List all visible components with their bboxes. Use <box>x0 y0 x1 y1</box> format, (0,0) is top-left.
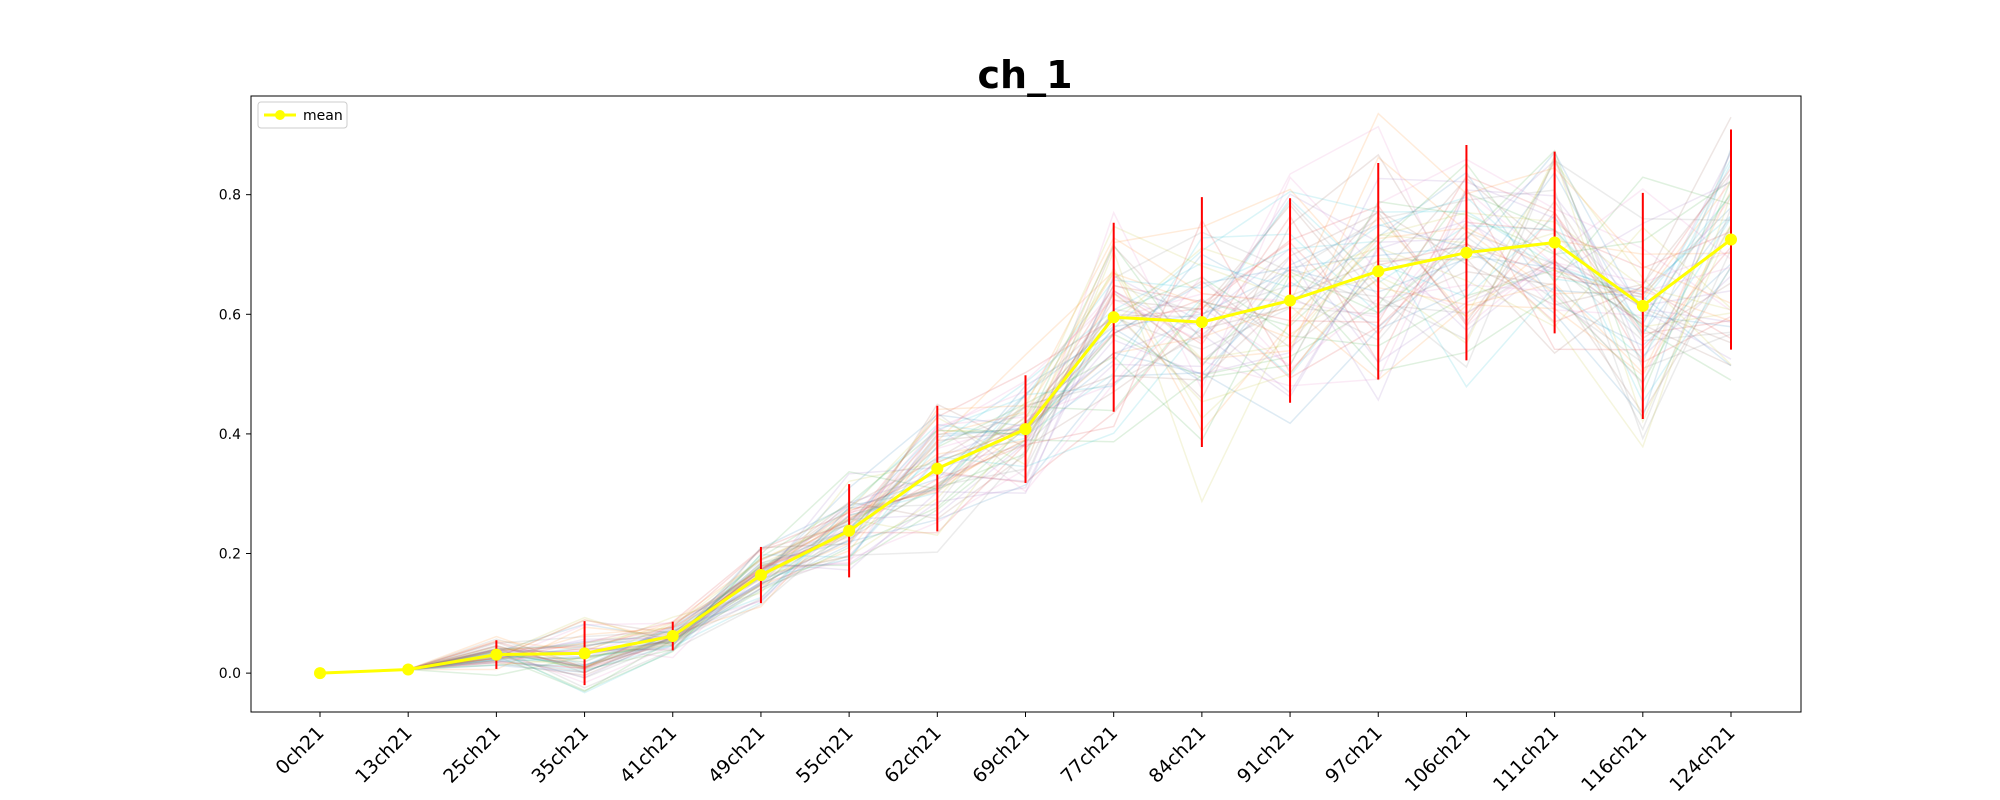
x-tick-label: 116ch21 <box>1577 722 1651 796</box>
background-trace <box>319 152 1732 674</box>
mean-point <box>666 630 679 643</box>
mean-point <box>1636 299 1649 312</box>
x-tick-label: 62ch21 <box>880 722 946 788</box>
x-tick-label: 35ch21 <box>527 722 593 788</box>
mean-point <box>931 462 944 475</box>
mean-series <box>314 233 1737 680</box>
mean-point <box>1019 423 1032 436</box>
background-trace <box>319 159 1732 679</box>
y-tick-label: 0.8 <box>219 188 241 204</box>
mean-point <box>402 663 415 676</box>
legend: mean <box>257 101 348 129</box>
x-tick-label: 91ch21 <box>1233 722 1299 788</box>
mean-point <box>490 648 503 661</box>
x-tick-label: 111ch21 <box>1489 722 1563 796</box>
x-tick-label: 25ch21 <box>439 722 505 788</box>
x-tick-label: 124ch21 <box>1665 722 1739 796</box>
x-tick-label: 55ch21 <box>792 722 858 788</box>
x-axis: 0ch21 13ch21 25ch21 35ch21 41ch21 49ch21 55ch2… <box>271 712 1740 796</box>
y-tick-label: 0.0 <box>219 666 241 682</box>
background-trace <box>319 215 1732 674</box>
mean-point <box>754 569 767 582</box>
y-tick-label: 0.4 <box>219 427 241 443</box>
y-tick-label: 0.6 <box>219 307 241 323</box>
legend-box <box>257 101 348 129</box>
x-tick-label: 106ch21 <box>1401 722 1475 796</box>
chart-title: ch_1 <box>977 53 1072 97</box>
mean-point <box>1195 316 1208 329</box>
y-tick-label: 0.2 <box>219 547 241 563</box>
x-tick-label: 77ch21 <box>1057 722 1123 788</box>
background-trace <box>319 158 1732 674</box>
x-tick-label: 0ch21 <box>271 722 328 779</box>
background-trace <box>319 204 1732 674</box>
mean-point <box>843 524 856 537</box>
x-tick-label: 97ch21 <box>1321 722 1387 788</box>
mean-point <box>1284 294 1297 307</box>
mean-point <box>1107 311 1120 324</box>
mean-point <box>1372 265 1385 278</box>
y-axis: 0.0 0.2 0.4 0.6 0.8 <box>219 188 251 682</box>
mean-point <box>314 667 326 680</box>
mean-point <box>578 647 591 660</box>
x-tick-label: 49ch21 <box>704 722 770 788</box>
x-tick-label: 84ch21 <box>1145 722 1211 788</box>
x-tick-label: 69ch21 <box>968 722 1034 788</box>
x-tick-label: 41ch21 <box>616 722 682 788</box>
mean-point <box>1460 246 1473 259</box>
mean-point <box>1725 233 1737 246</box>
mean-point <box>1548 236 1561 249</box>
legend-marker <box>275 110 285 120</box>
x-tick-label: 13ch21 <box>351 722 417 788</box>
legend-label: mean <box>303 108 343 124</box>
